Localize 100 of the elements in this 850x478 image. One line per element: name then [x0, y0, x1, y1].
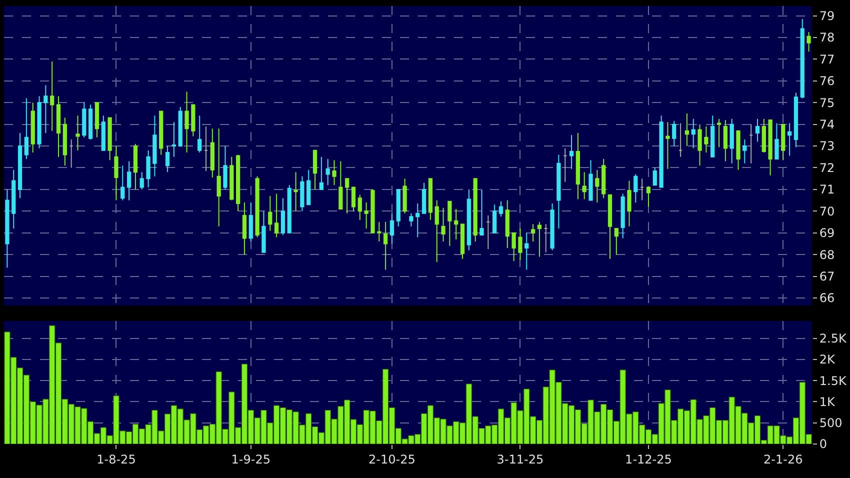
candlestick	[287, 184, 292, 234]
candlestick	[652, 167, 657, 186]
candlestick	[364, 202, 368, 230]
candlestick	[358, 194, 362, 220]
x-tick-label: 2-1-26	[764, 452, 803, 466]
candlestick	[30, 102, 35, 154]
candlestick	[710, 115, 715, 158]
y-tick-label: 69	[819, 226, 835, 240]
candlestick	[82, 102, 86, 138]
candlestick	[448, 200, 452, 246]
candlestick	[480, 188, 484, 236]
candlestick	[794, 92, 798, 148]
candlestick	[383, 222, 388, 270]
y-tick-label: 77	[819, 52, 835, 66]
candlestick	[800, 18, 804, 99]
y-tick-label: 78	[819, 30, 835, 45]
x-tick-label: 2-10-25	[368, 452, 416, 466]
y-tick-label: 500	[819, 416, 842, 430]
candlestick	[576, 132, 580, 200]
y-tick-label: 79	[819, 8, 835, 23]
candlestick	[274, 193, 279, 238]
candlestick	[230, 156, 234, 201]
candlestick	[730, 118, 734, 164]
candlestick	[50, 60, 54, 132]
candlestick	[460, 224, 465, 260]
candlestick	[133, 143, 138, 190]
candlestick	[774, 122, 779, 160]
candlestick	[416, 203, 420, 238]
candlestick	[114, 146, 118, 201]
candlestick	[698, 124, 702, 166]
candlestick	[742, 139, 747, 164]
candlestick	[396, 188, 400, 227]
candlestick	[691, 118, 696, 149]
candlestick	[108, 117, 112, 161]
candlestick	[94, 102, 100, 138]
candlestick	[787, 122, 792, 156]
candlestick	[377, 222, 382, 242]
candlestick	[569, 134, 574, 170]
candlestick	[550, 203, 554, 251]
candlestick	[338, 160, 343, 210]
candlestick	[294, 172, 298, 212]
candlestick	[69, 139, 74, 168]
candlestick	[736, 130, 740, 170]
candlestick	[505, 200, 510, 249]
candlestick	[640, 178, 644, 201]
candlestick	[608, 194, 612, 260]
candlestick	[646, 186, 651, 208]
x-tick-label: 1-9-25	[231, 452, 270, 466]
candlestick	[402, 178, 407, 214]
candlestick	[473, 178, 478, 242]
candlestick	[18, 132, 22, 199]
y-tick-label: 68	[819, 248, 835, 262]
y-tick-label: 72	[819, 160, 835, 175]
candlestick	[781, 124, 786, 161]
candlestick	[492, 204, 497, 234]
y-tick-label: 74	[819, 118, 835, 132]
candlestick	[280, 198, 286, 236]
candlestick	[614, 228, 618, 256]
candlestick	[486, 215, 490, 250]
candlestick	[56, 96, 61, 158]
candlestick	[332, 160, 336, 186]
candlestick	[563, 148, 568, 182]
candlestick	[172, 122, 176, 158]
y-tick-label: 70	[819, 204, 835, 218]
candlestick	[146, 150, 150, 188]
candlestick	[44, 84, 48, 134]
candlestick	[223, 146, 228, 190]
candlestick	[524, 232, 529, 270]
candlestick	[390, 212, 394, 244]
candlestick	[268, 195, 272, 232]
candlestick	[602, 158, 606, 199]
y-tick-label: 2.5K	[819, 331, 848, 346]
candlestick	[678, 122, 683, 158]
candlestick	[466, 188, 471, 251]
y-tick-label: 71	[819, 182, 835, 197]
x-tick-label: 1-8-25	[96, 452, 136, 466]
candlestick	[454, 208, 458, 240]
candlestick	[140, 172, 144, 190]
candlestick	[749, 124, 754, 164]
candlestick	[659, 115, 664, 188]
candlestick	[178, 106, 182, 147]
candlestick	[556, 154, 561, 230]
candlestick	[300, 176, 304, 212]
candlestick	[242, 202, 247, 256]
candlestick	[152, 115, 157, 177]
candlestick	[306, 169, 311, 206]
candlestick	[755, 118, 760, 142]
candlestick	[236, 154, 240, 212]
candlestick	[319, 156, 324, 190]
candlestick	[76, 115, 80, 151]
candlestick	[159, 110, 164, 156]
candlestick	[582, 172, 586, 200]
candlestick	[588, 160, 593, 201]
y-tick-label: 76	[819, 74, 835, 88]
candlestick	[210, 128, 214, 178]
candlestick	[716, 118, 722, 148]
candlestick	[512, 232, 516, 262]
candlestick	[255, 176, 260, 238]
candlestick	[434, 200, 439, 263]
candlestick	[723, 119, 728, 162]
